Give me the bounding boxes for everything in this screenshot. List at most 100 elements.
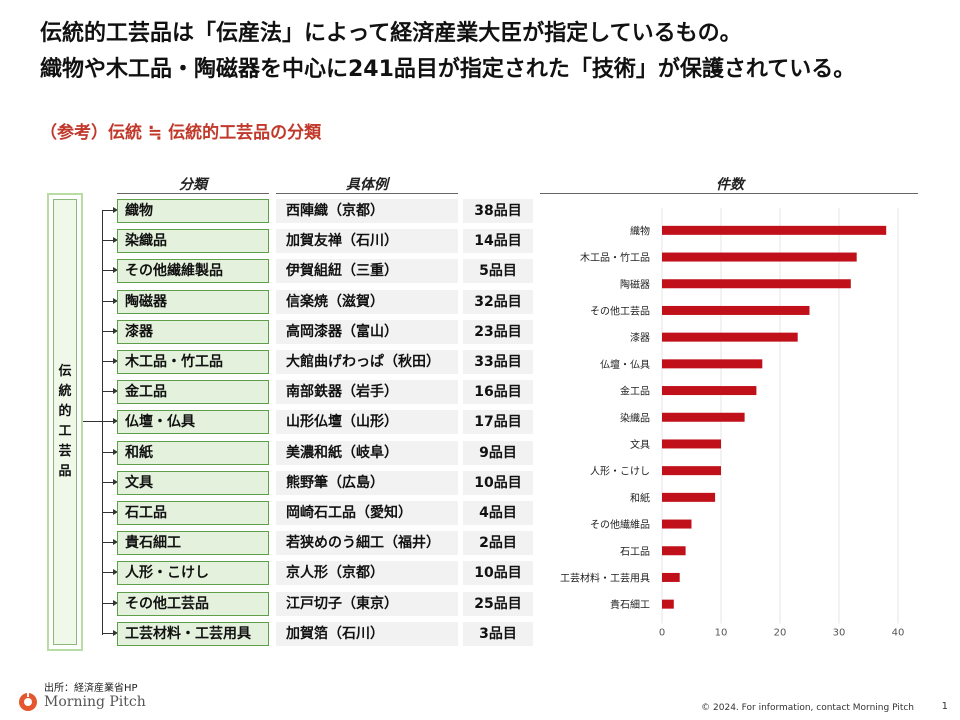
y-category-label: 和紙: [630, 491, 650, 504]
count-cell: 17品目: [463, 410, 533, 435]
header-underline-category: [117, 193, 269, 194]
count-bar: [662, 572, 680, 582]
tree-trunk-vertical: [102, 211, 103, 635]
category-cell: 陶磁器: [117, 289, 269, 314]
table-row: 工芸材料・工芸用具 加賀箔（石川） 3品目: [0, 621, 960, 646]
tree-branch-arrow: [102, 327, 118, 334]
tree-branch-arrow: [102, 448, 118, 455]
table-row: 石工品 岡崎石工品（愛知） 4品目: [0, 501, 960, 525]
example-cell: 伊賀組紐（三重）: [276, 259, 458, 284]
example-cell: 南部鉄器（岩手）: [276, 380, 458, 405]
count-cell: 16品目: [463, 380, 533, 405]
y-category-label: 石工品: [620, 546, 650, 558]
category-cell: その他繊維製品: [117, 259, 269, 284]
count-cell: 32品目: [463, 289, 533, 314]
x-tick-label: 10: [715, 628, 728, 639]
count-bar-chart: 0 10 20 30 40 織物木工品・竹工品陶磁器その他工芸品漆器仏壇・仏具金工品染織品…: [560, 208, 905, 639]
count-bar: [662, 439, 721, 449]
y-category-label: 陶磁器: [620, 278, 650, 291]
example-cell: 大館曲げわっぱ（秋田）: [276, 350, 458, 374]
count-cell: 3品目: [463, 621, 533, 646]
headline-line-1: 伝統的工芸品は「伝産法」によって経済産業大臣が指定しているもの。: [40, 21, 742, 46]
y-category-label: その他工芸品: [590, 304, 650, 317]
category-cell: 文具: [117, 470, 269, 495]
table-row: 染織品 加賀友禅（石川） 14品目: [0, 229, 960, 254]
count-bar: [662, 252, 857, 262]
root-category-label: 伝統的工芸品: [58, 364, 72, 479]
count-bar: [662, 546, 686, 556]
count-bar: [662, 279, 851, 289]
count-bar: [662, 332, 798, 342]
tree-branch-arrow: [102, 478, 118, 485]
x-tick-label: 40: [892, 628, 905, 639]
category-cell: 人形・こけし: [117, 561, 269, 586]
headline-line-2: 織物や木工品・陶磁器を中心に241品目が指定された「技術」が保護されている。: [40, 57, 856, 82]
count-bar: [662, 225, 887, 235]
example-cell: 加賀友禅（石川）: [276, 229, 458, 254]
tree-branch-arrow: [102, 569, 118, 576]
example-cell: 高岡漆器（富山）: [276, 319, 458, 344]
count-bar: [662, 412, 745, 422]
example-cell: 山形仏壇（山形）: [276, 410, 458, 435]
count-cell: 9品目: [463, 440, 533, 465]
count-bar: [662, 359, 763, 369]
category-cell: 織物: [117, 199, 269, 223]
morning-pitch-logo-icon: [19, 692, 37, 711]
count-bar: [662, 305, 810, 315]
x-tick-label: 30: [833, 628, 846, 639]
root-category-inner: 伝統的工芸品: [53, 199, 77, 645]
header-underline-count: [540, 193, 918, 194]
y-category-label: 染織品: [620, 411, 650, 424]
table-row: 陶磁器 信楽焼（滋賀） 32品目: [0, 289, 960, 314]
tree-branch-arrow: [102, 388, 118, 395]
count-bar: [662, 386, 757, 396]
example-cell: 若狭めのう細工（福井）: [276, 531, 458, 556]
category-cell: 金工品: [117, 380, 269, 405]
count-cell: 5品目: [463, 259, 533, 284]
example-cell: 江戸切子（東京）: [276, 591, 458, 616]
example-cell: 美濃和紙（岐阜）: [276, 440, 458, 465]
count-cell: 10品目: [463, 561, 533, 586]
root-category-box: 伝統的工芸品: [47, 193, 83, 651]
x-tick-label: 20: [774, 628, 787, 639]
tree-branch-arrow: [102, 207, 118, 213]
table-row: その他繊維製品 伊賀組紐（三重） 5品目: [0, 259, 960, 284]
count-bar: [662, 466, 721, 476]
example-cell: 西陣織（京都）: [276, 199, 458, 223]
category-cell: 漆器: [117, 319, 269, 344]
tree-branch-arrow: [102, 539, 118, 546]
table-row: 人形・こけし 京人形（京都） 10品目: [0, 561, 960, 586]
category-cell: 貴石細工: [117, 531, 269, 556]
page-number: 1: [941, 701, 948, 712]
y-category-label: 木工品・竹工品: [580, 251, 650, 264]
category-cell: 工芸材料・工芸用具: [117, 621, 269, 646]
table-row: 金工品 南部鉄器（岩手） 16品目: [0, 380, 960, 405]
example-cell: 信楽焼（滋賀）: [276, 289, 458, 314]
header-underline-example: [276, 193, 458, 194]
y-category-label: 仏壇・仏具: [600, 358, 650, 371]
category-cell: 木工品・竹工品: [117, 350, 269, 374]
tree-branch-arrow: [102, 599, 118, 606]
table-row: 織物 西陣織（京都） 38品目: [0, 199, 960, 223]
table-row: 仏壇・仏具 山形仏壇（山形） 17品目: [0, 410, 960, 435]
y-category-label: 文具: [630, 438, 650, 451]
table-row: 漆器 高岡漆器（富山） 23品目: [0, 319, 960, 344]
example-cell: 岡崎石工品（愛知）: [276, 501, 458, 525]
category-cell: その他工芸品: [117, 591, 269, 616]
count-bar: [662, 599, 674, 609]
example-cell: 加賀箔（石川）: [276, 621, 458, 646]
count-bar: [662, 519, 692, 529]
y-category-label: 織物: [630, 224, 650, 237]
example-cell: 京人形（京都）: [276, 561, 458, 586]
y-category-label: 貴石細工: [610, 598, 650, 611]
y-category-label: 人形・こけし: [590, 466, 650, 478]
section-subtitle: （参考）伝統 ≒ 伝統的工芸品の分類: [40, 123, 322, 143]
tree-branch-arrow: [102, 297, 118, 304]
count-cell: 23品目: [463, 319, 533, 344]
column-header-category: 分類: [179, 177, 207, 193]
company-logo: Morning Pitch: [18, 692, 146, 712]
count-cell: 4品目: [463, 501, 533, 525]
tree-branch-arrow: [102, 418, 118, 425]
count-cell: 14品目: [463, 229, 533, 254]
table-row: 木工品・竹工品 大館曲げわっぱ（秋田） 33品目: [0, 350, 960, 374]
